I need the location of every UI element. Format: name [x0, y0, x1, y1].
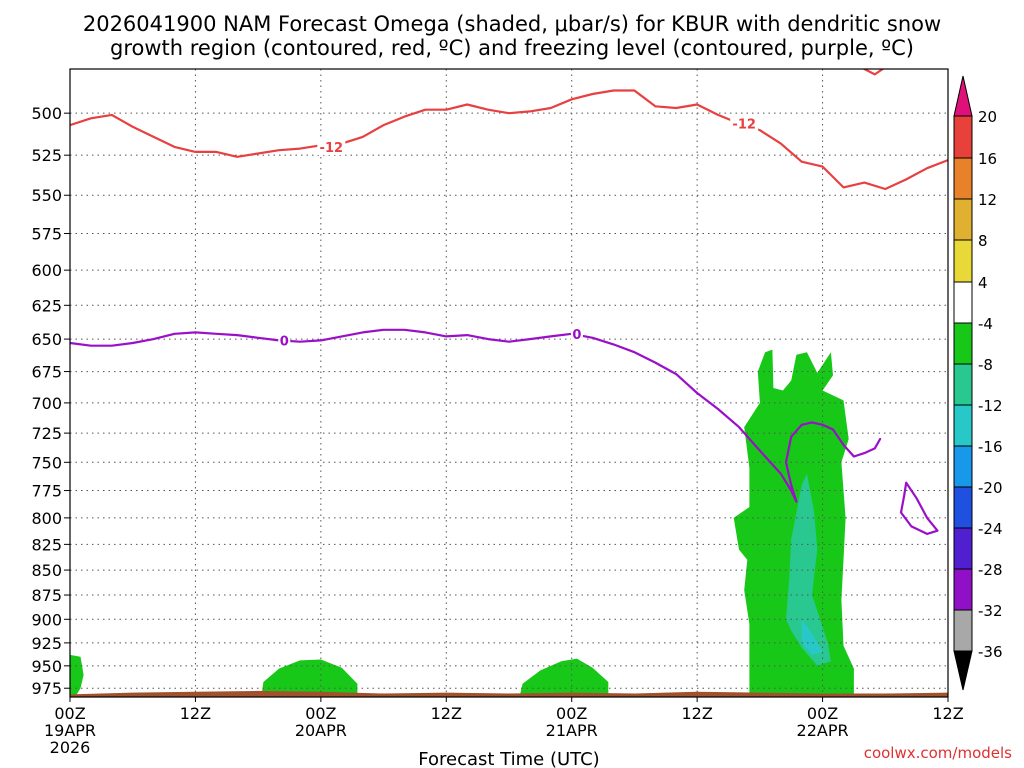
contour-label-dgz-2-bg — [730, 115, 759, 132]
colorbar-label-minus-20: -20 — [978, 479, 1003, 497]
shaded-region-omega-4-to-8-near-surface-21apr — [519, 658, 609, 697]
colorbar-label-minus-16: -16 — [978, 438, 1003, 456]
plot-frame — [69, 68, 949, 698]
x-tick-label-12-line1: 12Z — [180, 704, 211, 723]
x-tick-label-0-line2: 19APR — [44, 721, 96, 740]
colorbar-label-8: 8 — [978, 232, 988, 250]
colorbar-label-12: 12 — [978, 191, 997, 209]
contour-dendritic-growth-region-upper-fragment — [863, 69, 885, 76]
colorbar-top-triangle — [953, 75, 973, 117]
y-tick-label-675: 675 — [31, 363, 62, 382]
colorbar-label-4: 4 — [978, 274, 988, 292]
colorbar-band-m20_m24 — [953, 486, 973, 529]
shaded-region-omega-4-to-8-main-ascent-22apr — [733, 349, 854, 697]
y-tick-label-500: 500 — [31, 104, 62, 123]
y-tick-label-575: 575 — [31, 225, 62, 244]
contour-label-dgz-1: -12 — [320, 141, 344, 156]
terrain — [70, 690, 948, 697]
x-axis-title: Forecast Time (UTC) — [418, 749, 599, 768]
colorbar: 20 16 12 8 4 -4 -8 -12 -16 -20 -24 -28 -32 -36 — [953, 75, 1003, 691]
contour-label-dgz-2: -12 — [732, 117, 756, 132]
y-tick-label-900: 900 — [31, 610, 62, 629]
colorbar-band-m12_m16 — [953, 404, 973, 447]
colorbar-label-minus-8: -8 — [978, 356, 993, 374]
colorbar-band-c8_12 — [953, 198, 973, 241]
contour-label-freezing-2: 0 — [572, 328, 581, 343]
y-tick-label-750: 750 — [31, 453, 62, 472]
colorbar-band-c12_16 — [953, 157, 973, 200]
y-tick-label-525: 525 — [31, 146, 62, 165]
shaded-region-omega-4-to-8-near-surface-00z19 — [70, 654, 84, 697]
colorbar-label-minus-12: -12 — [978, 397, 1003, 415]
omega-shading — [70, 349, 854, 697]
colorbar-label-minus-28: -28 — [978, 561, 1003, 579]
y-tick-label-700: 700 — [31, 394, 62, 413]
y-tick-label-850: 850 — [31, 561, 62, 580]
y-tick-label-650: 650 — [31, 330, 62, 349]
colorbar-label-20: 20 — [978, 108, 997, 126]
colorbar-band-above_16 — [953, 115, 973, 159]
chart-title-line-1: 2026041900 NAM Forecast Omega (shaded, μ… — [83, 12, 941, 36]
contour-labels: -12 -12 0 0 — [278, 115, 759, 349]
colorbar-band-m24_m28 — [953, 527, 973, 570]
x-tick-label-72-line1: 00Z — [807, 704, 838, 723]
terrain-fill — [70, 690, 948, 697]
y-tick-label-875: 875 — [31, 586, 62, 605]
x-tick-label-48-line1: 00Z — [556, 704, 587, 723]
x-tick-label-0-line3: 2026 — [50, 738, 91, 757]
colorbar-label-minus-4: -4 — [978, 315, 993, 333]
y-tick-label-975: 975 — [31, 679, 62, 698]
y-tick-label-950: 950 — [31, 657, 62, 676]
x-tick-label-60-line1: 12Z — [681, 704, 712, 723]
y-tick-label-925: 925 — [31, 634, 62, 653]
credit-text: coolwx.com/models — [864, 744, 1012, 762]
x-tick-label-24-line2: 20APR — [295, 721, 347, 740]
y-axis: 500 525 550 575 600 625 650 675 700 725 750 775 800 8… — [31, 104, 70, 698]
x-tick-label-24-line1: 00Z — [305, 704, 336, 723]
y-tick-label-550: 550 — [31, 186, 62, 205]
y-tick-label-825: 825 — [31, 535, 62, 554]
y-tick-label-775: 775 — [31, 482, 62, 501]
y-tick-label-625: 625 — [31, 296, 62, 315]
x-tick-label-72-line2: 22APR — [797, 721, 849, 740]
y-tick-label-600: 600 — [31, 261, 62, 280]
contour-dendritic-growth-region-12-c — [70, 89, 948, 191]
shaded-region-omega-12-to-16 — [801, 619, 823, 655]
contour-label-freezing-1: 0 — [280, 334, 289, 349]
x-tick-label-84-line1: 12Z — [932, 704, 963, 723]
colorbar-band-m32_m36 — [953, 609, 973, 652]
contour-label-freezing-1-bg — [278, 332, 291, 349]
colorbar-band-c4_8 — [953, 239, 973, 283]
contour-label-freezing-2-bg — [570, 325, 583, 342]
y-tick-label-725: 725 — [31, 424, 62, 443]
colorbar-label-minus-36: -36 — [978, 643, 1003, 661]
colorbar-band-m16_m20 — [953, 445, 973, 488]
colorbar-band-m8_m12 — [953, 363, 973, 406]
x-tick-label-36-line1: 12Z — [431, 704, 462, 723]
colorbar-band-m28_m32 — [953, 568, 973, 611]
contour-freezing-level-isolated-loop — [899, 481, 939, 536]
y-tick-label-800: 800 — [31, 509, 62, 528]
x-tick-label-0-line1: 00Z — [54, 704, 85, 723]
chart-title-line-2: growth region (contoured, red, ºC) and f… — [110, 36, 914, 60]
colorbar-label-minus-32: -32 — [978, 602, 1003, 620]
colorbar-band-m4_m8 — [953, 322, 973, 365]
x-tick-label-48-line2: 21APR — [546, 721, 598, 740]
shaded-region-omega-4-to-8-near-surface-20apr — [261, 659, 358, 697]
contour-label-dgz-1-bg — [317, 138, 346, 155]
colorbar-bottom-triangle — [953, 650, 973, 691]
colorbar-label-minus-24: -24 — [978, 520, 1003, 538]
colorbar-band-neutral — [953, 281, 973, 324]
colorbar-label-16: 16 — [978, 150, 997, 168]
